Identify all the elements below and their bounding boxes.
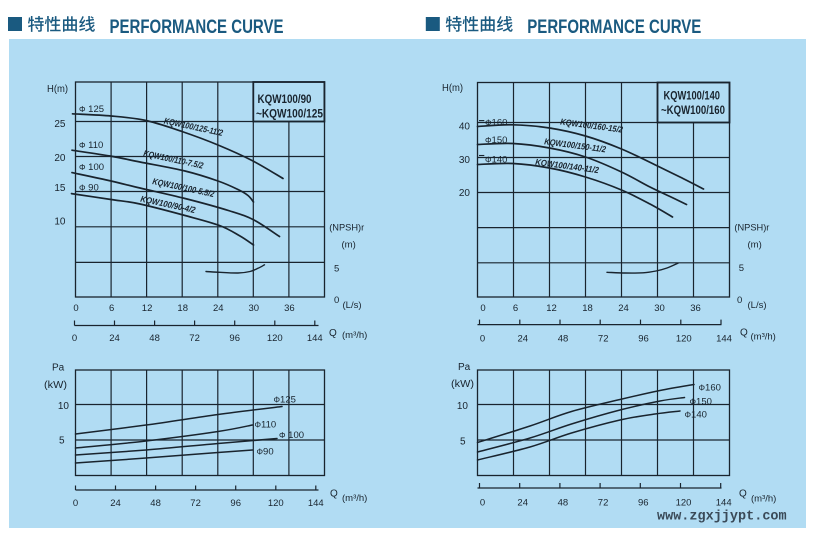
svg-text:Φ110: Φ110 [255,420,277,431]
svg-text:96: 96 [229,333,240,344]
svg-text:0: 0 [334,295,339,306]
svg-text:20: 20 [54,153,66,164]
svg-text:(L/s): (L/s) [343,300,362,311]
svg-text:Φ 100: Φ 100 [79,162,104,173]
svg-text:40: 40 [459,122,471,133]
svg-text:0: 0 [73,303,78,314]
svg-text:72: 72 [189,333,200,344]
svg-text:(m): (m) [748,239,762,250]
svg-text:18: 18 [177,303,188,314]
svg-text:(m³/h): (m³/h) [751,494,776,505]
svg-text:12: 12 [142,303,153,314]
svg-text:20: 20 [459,188,471,199]
svg-text:5: 5 [59,436,65,447]
svg-text:KQW100/140: KQW100/140 [664,91,721,103]
svg-text:144: 144 [307,333,323,344]
svg-text:PERFORMANCE CURVE: PERFORMANCE CURVE [110,16,284,38]
svg-text:H(m): H(m) [442,83,463,94]
svg-text:Φ150: Φ150 [690,397,712,408]
svg-text:30: 30 [654,303,665,314]
svg-text:48: 48 [558,498,569,509]
svg-text:10: 10 [54,217,66,228]
svg-text:KQW100/90: KQW100/90 [258,94,312,106]
svg-text:(NPSH)r: (NPSH)r [734,223,769,234]
svg-text:120: 120 [676,334,692,345]
svg-text:144: 144 [716,498,732,509]
svg-text:30: 30 [459,155,471,166]
svg-text:Φ160: Φ160 [485,117,507,128]
svg-text:Φ140: Φ140 [485,155,507,166]
svg-text:12: 12 [546,303,557,314]
svg-text:Q: Q [740,328,748,339]
svg-text:0: 0 [480,498,485,509]
svg-text:96: 96 [638,334,649,345]
svg-text:72: 72 [190,498,201,509]
svg-text:(L/s): (L/s) [748,300,767,311]
svg-text:15: 15 [54,183,66,194]
svg-text:30: 30 [249,303,260,314]
svg-text:Φ125: Φ125 [274,395,296,406]
svg-text:10: 10 [457,401,469,412]
svg-text:Φ90: Φ90 [257,447,274,458]
svg-text:0: 0 [73,498,78,509]
svg-text:Q: Q [739,489,747,500]
svg-text:Φ160: Φ160 [699,382,721,393]
svg-text:0: 0 [480,334,485,345]
svg-text:72: 72 [598,498,609,509]
svg-text:Φ 100: Φ 100 [279,430,304,441]
svg-text:72: 72 [598,334,609,345]
svg-text:Φ150: Φ150 [485,135,507,146]
svg-text:96: 96 [230,498,241,509]
svg-text:24: 24 [518,334,529,345]
svg-text:0: 0 [737,295,742,306]
svg-text:24: 24 [109,333,120,344]
svg-text:Φ 90: Φ 90 [79,182,99,193]
svg-text:(m³/h): (m³/h) [342,493,367,504]
svg-text:10: 10 [58,401,70,412]
svg-text:Pa: Pa [458,362,471,373]
svg-text:Φ140: Φ140 [685,410,707,421]
svg-text:120: 120 [267,333,283,344]
svg-text:(m³/h): (m³/h) [342,330,367,341]
svg-text:(m³/h): (m³/h) [751,332,776,343]
svg-text:48: 48 [558,334,569,345]
svg-text:(m): (m) [342,239,356,250]
svg-text:H(m): H(m) [47,84,68,95]
svg-text:~KQW100/160: ~KQW100/160 [661,105,725,117]
svg-text:144: 144 [716,334,732,345]
svg-text:Pa: Pa [52,363,65,374]
svg-text:120: 120 [676,498,692,509]
svg-text:96: 96 [638,498,649,509]
svg-text:5: 5 [739,263,744,274]
svg-text:Q: Q [329,328,337,339]
svg-text:6: 6 [109,303,114,314]
svg-text:0: 0 [480,303,485,314]
svg-text:48: 48 [150,498,161,509]
svg-text:Q: Q [330,489,338,500]
svg-text:36: 36 [284,303,295,314]
svg-text:24: 24 [110,498,121,509]
svg-text:PERFORMANCE CURVE: PERFORMANCE CURVE [527,16,701,38]
svg-text:48: 48 [149,333,160,344]
svg-text:24: 24 [517,498,528,509]
svg-text:5: 5 [460,437,466,448]
svg-text:0: 0 [72,333,77,344]
svg-text:18: 18 [582,303,593,314]
svg-text:25: 25 [54,119,66,130]
svg-text:(NPSH)r: (NPSH)r [329,223,364,234]
svg-text:(kW): (kW) [44,380,67,391]
svg-text:24: 24 [618,303,629,314]
svg-text:6: 6 [513,303,518,314]
svg-text:www.zgxjjypt.com: www.zgxjjypt.com [657,510,787,525]
svg-text:(kW): (kW) [451,379,474,390]
svg-text:144: 144 [308,498,324,509]
svg-text:~KQW100/125: ~KQW100/125 [256,108,324,120]
svg-text:5: 5 [334,263,339,274]
svg-text:Φ 110: Φ 110 [79,140,103,151]
svg-text:120: 120 [268,498,284,509]
svg-text:Φ 125: Φ 125 [79,104,104,115]
svg-text:36: 36 [690,303,701,314]
svg-text:24: 24 [213,303,224,314]
